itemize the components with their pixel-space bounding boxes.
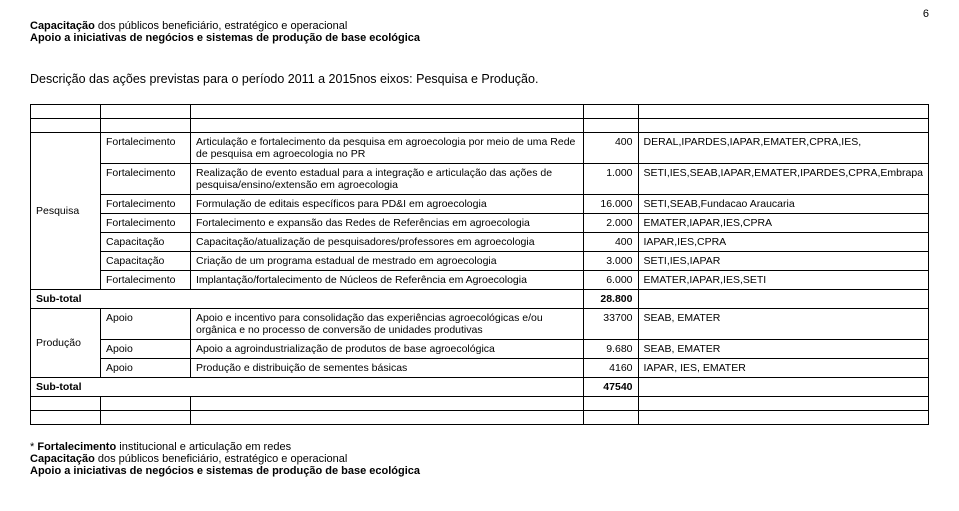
col-type: Apoio	[101, 309, 191, 340]
col-desc: Capacitação/atualização de pesquisadores…	[191, 233, 584, 252]
col-value: 400	[583, 233, 638, 252]
footnote-bold-2: Capacitação	[30, 453, 95, 465]
actions-table: Pesquisa Fortalecimento Articulação e fo…	[30, 104, 929, 425]
spacer-row	[31, 397, 929, 411]
col-org: DERAL,IPARDES,IAPAR,EMATER,CPRA,IES,	[638, 133, 929, 164]
subtotal-row: Sub-total 47540	[31, 378, 929, 397]
subtotal-value: 28.800	[583, 290, 638, 309]
footnote-line-3: Apoio a iniciativas de negócios e sistem…	[30, 465, 929, 477]
subtotal-label: Sub-total	[31, 378, 584, 397]
subtotal-label: Sub-total	[31, 290, 584, 309]
subtotal-empty	[638, 378, 929, 397]
col-org: SEAB, EMATER	[638, 340, 929, 359]
col-desc: Implantação/fortalecimento de Núcleos de…	[191, 271, 584, 290]
col-org: SETI,SEAB,Fundacao Araucaria	[638, 195, 929, 214]
col-org: IAPAR, IES, EMATER	[638, 359, 929, 378]
header-rest-1: dos públicos beneficiário, estratégico e…	[95, 20, 348, 32]
col-type: Fortalecimento	[101, 214, 191, 233]
col-org: EMATER,IAPAR,IES,SETI	[638, 271, 929, 290]
category-cell: Produção	[31, 309, 101, 378]
col-type: Apoio	[101, 359, 191, 378]
footnote-line-1: * Fortalecimento institucional e articul…	[30, 441, 929, 453]
spacer-row	[31, 119, 929, 133]
col-type: Capacitação	[101, 252, 191, 271]
spacer-row	[31, 411, 929, 425]
col-org: SETI,IES,IAPAR	[638, 252, 929, 271]
subtotal-empty	[638, 290, 929, 309]
col-value: 3.000	[583, 252, 638, 271]
col-desc: Fortalecimento e expansão das Redes de R…	[191, 214, 584, 233]
table-row: Capacitação Criação de um programa estad…	[31, 252, 929, 271]
col-org: SETI,IES,SEAB,IAPAR,EMATER,IPARDES,CPRA,…	[638, 164, 929, 195]
category-cell: Pesquisa	[31, 133, 101, 290]
section-description: Descrição das ações previstas para o per…	[30, 72, 929, 86]
col-value: 1.000	[583, 164, 638, 195]
footnote-rest-1: institucional e articulação em redes	[116, 441, 291, 453]
col-type: Fortalecimento	[101, 133, 191, 164]
col-org: IAPAR,IES,CPRA	[638, 233, 929, 252]
col-value: 33700	[583, 309, 638, 340]
col-desc: Apoio e incentivo para consolidação das …	[191, 309, 584, 340]
col-desc: Produção e distribuição de sementes bási…	[191, 359, 584, 378]
col-desc: Criação de um programa estadual de mestr…	[191, 252, 584, 271]
col-type: Capacitação	[101, 233, 191, 252]
header-bold-word: Capacitação	[30, 20, 95, 32]
col-value: 16.000	[583, 195, 638, 214]
footnote-line-2: Capacitação dos públicos beneficiário, e…	[30, 453, 929, 465]
col-type: Fortalecimento	[101, 271, 191, 290]
col-desc: Formulação de editais específicos para P…	[191, 195, 584, 214]
col-desc: Articulação e fortalecimento da pesquisa…	[191, 133, 584, 164]
col-value: 400	[583, 133, 638, 164]
col-value: 4160	[583, 359, 638, 378]
col-org: EMATER,IAPAR,IES,CPRA	[638, 214, 929, 233]
table-row: Apoio Produção e distribuição de semente…	[31, 359, 929, 378]
spacer-row	[31, 105, 929, 119]
table-row: Capacitação Capacitação/atualização de p…	[31, 233, 929, 252]
table-row: Pesquisa Fortalecimento Articulação e fo…	[31, 133, 929, 164]
table-row: Fortalecimento Fortalecimento e expansão…	[31, 214, 929, 233]
header-line-2: Apoio a iniciativas de negócios e sistem…	[30, 32, 929, 44]
table-row: Fortalecimento Realização de evento esta…	[31, 164, 929, 195]
subtotal-row: Sub-total 28.800	[31, 290, 929, 309]
col-desc: Apoio a agroindustrialização de produtos…	[191, 340, 584, 359]
table-row: Fortalecimento Implantação/fortaleciment…	[31, 271, 929, 290]
subtotal-value: 47540	[583, 378, 638, 397]
table-row: Produção Apoio Apoio e incentivo para co…	[31, 309, 929, 340]
col-value: 6.000	[583, 271, 638, 290]
col-value: 9.680	[583, 340, 638, 359]
footnote-block: * Fortalecimento institucional e articul…	[30, 441, 929, 477]
table-row: Fortalecimento Formulação de editais esp…	[31, 195, 929, 214]
col-type: Fortalecimento	[101, 195, 191, 214]
table-row: Apoio Apoio a agroindustrialização de pr…	[31, 340, 929, 359]
footnote-rest-2: dos públicos beneficiário, estratégico e…	[95, 453, 348, 465]
col-value: 2.000	[583, 214, 638, 233]
header-line-1: Capacitação dos públicos beneficiário, e…	[30, 20, 929, 32]
col-type: Apoio	[101, 340, 191, 359]
footnote-bold-1: Fortalecimento	[37, 441, 116, 453]
col-desc: Realização de evento estadual para a int…	[191, 164, 584, 195]
col-type: Fortalecimento	[101, 164, 191, 195]
col-org: SEAB, EMATER	[638, 309, 929, 340]
page-number: 6	[923, 8, 929, 20]
